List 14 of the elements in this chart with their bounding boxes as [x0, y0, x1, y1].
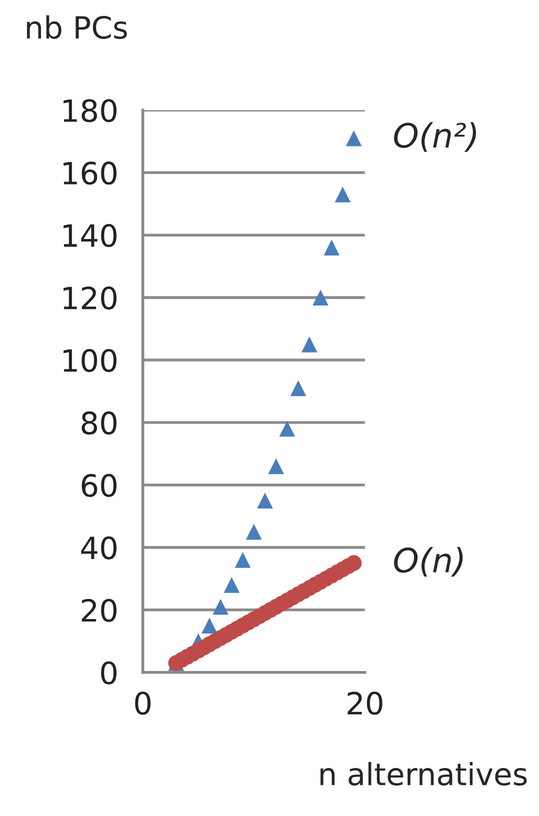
y-axis-title: nb PCs — [27, 15, 127, 39]
y-tick-label: 60 — [82, 474, 116, 498]
y-tick-label: 0 — [101, 661, 116, 684]
y-tick-label: 80 — [82, 411, 116, 435]
x-axis-title: n alternatives — [320, 762, 527, 786]
y-tick-label: 140 — [64, 224, 116, 248]
y-tick-label: 20 — [82, 598, 116, 622]
y-tick-label: 120 — [64, 286, 116, 310]
annotation: O(n) — [394, 546, 463, 577]
y-tick-label: 40 — [81, 536, 116, 560]
annotation: O(n²) — [394, 122, 476, 152]
y-tick-label: 180 — [64, 99, 116, 122]
y-tick-label: 160 — [64, 162, 116, 185]
y-tick-label: 100 — [64, 348, 116, 372]
